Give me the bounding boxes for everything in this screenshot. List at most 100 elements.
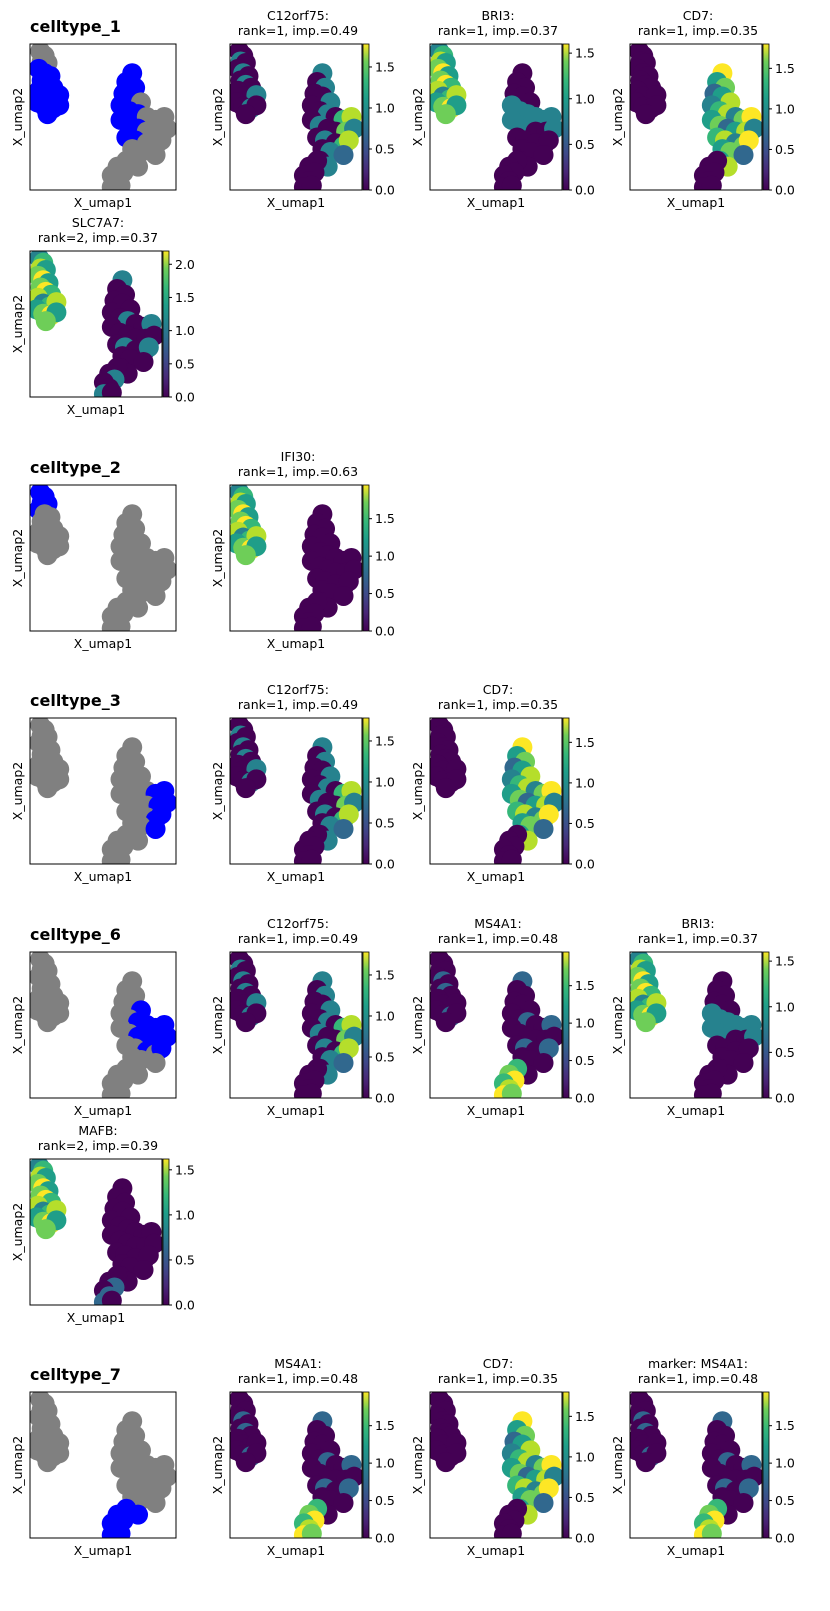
gene-panel: IFI30:rank=1, imp.=0.63 X_umap1 X_umap2 0.0… [210, 449, 395, 651]
y-axis-label: X_umap2 [610, 1436, 625, 1494]
data-point [37, 1012, 58, 1033]
panel-title-gene: CD7: [683, 8, 714, 23]
celltype-panel: celltype_6 X_umap1 X_umap2 [10, 925, 177, 1118]
x-axis-label: X_umap1 [667, 1543, 725, 1558]
panel-title-rank: rank=1, imp.=0.37 [438, 23, 558, 38]
panel-title-rank: rank=1, imp.=0.49 [238, 931, 358, 946]
colorbar-tick-label: 1.0 [375, 1456, 395, 1471]
plot-frame [629, 951, 763, 1099]
data-point [333, 1052, 354, 1073]
colorbar-tick-label: 0.0 [575, 183, 595, 198]
colorbar-tick-label: 1.5 [375, 733, 395, 748]
colorbar-tick-label: 1.0 [575, 1016, 595, 1031]
colorbar-tick-label: 1.5 [575, 46, 595, 61]
points-layer [30, 718, 176, 864]
data-point [37, 545, 58, 566]
panel-title-rank: rank=2, imp.=0.39 [38, 1138, 158, 1153]
x-axis-label: X_umap1 [467, 195, 525, 210]
data-point [235, 545, 256, 566]
data-point [101, 1290, 122, 1305]
data-point [701, 175, 722, 190]
colorbar-tick-label: 1.5 [175, 1162, 195, 1177]
data-point [35, 311, 56, 332]
data-point [301, 175, 322, 190]
colorbar-tick-label: 0.0 [375, 183, 395, 198]
plot-frame [229, 951, 363, 1099]
colorbar-tick-label: 1.0 [575, 1449, 595, 1464]
plot-frame [629, 43, 763, 191]
x-axis-label: X_umap1 [667, 195, 725, 210]
colorbar [562, 43, 570, 191]
panel-title-gene: MS4A1: [274, 1356, 321, 1371]
colorbar-tick-label: 0.5 [775, 1493, 795, 1508]
data-point [501, 849, 522, 864]
colorbar [762, 1391, 770, 1539]
data-point [145, 585, 166, 606]
panel-title: celltype_6 [30, 925, 121, 944]
data-point [37, 1452, 58, 1473]
data-point [301, 616, 322, 631]
colorbar [162, 1158, 170, 1306]
panel-title-gene: C12orf75: [267, 8, 329, 23]
colorbar-tick-label: 1.0 [375, 549, 395, 564]
data-point [333, 1492, 354, 1513]
data-point [435, 1452, 456, 1473]
y-axis-label: X_umap2 [210, 88, 225, 146]
celltype-panel: celltype_1 X_umap1 X_umap2 [10, 17, 177, 210]
y-axis-label: X_umap2 [410, 1436, 425, 1494]
panel-title-gene: BRI3: [681, 916, 714, 931]
plot-frame [629, 1391, 763, 1539]
data-point [533, 144, 554, 165]
gene-panel: CD7:rank=1, imp.=0.35 X_umap1 X_umap2 0.0 0.… [410, 1356, 595, 1558]
points-layer [430, 1392, 562, 1538]
colorbar-tick-label: 0.5 [575, 1490, 595, 1505]
data-point [733, 144, 754, 165]
panel-title-rank: rank=1, imp.=0.48 [438, 931, 558, 946]
y-axis-label: X_umap2 [10, 762, 25, 820]
x-axis-label: X_umap1 [74, 869, 132, 884]
colorbar-tick-label: 0.0 [775, 1531, 795, 1546]
plot-frame [29, 250, 163, 398]
data-point [235, 1012, 256, 1033]
colorbar [762, 951, 770, 1099]
x-axis-label: X_umap1 [67, 402, 125, 417]
celltype-panel: celltype_7 X_umap1 X_umap2 [10, 1365, 177, 1558]
data-point [37, 104, 58, 125]
y-axis-label: X_umap2 [410, 996, 425, 1054]
x-axis-label: X_umap1 [74, 1103, 132, 1118]
data-point [301, 849, 322, 864]
data-point [37, 778, 58, 799]
data-point [501, 1083, 522, 1098]
colorbar-tick-label: 0.5 [575, 816, 595, 831]
plot-frame [429, 1391, 563, 1539]
plot-frame [429, 717, 563, 865]
colorbar-tick-label: 1.0 [775, 1456, 795, 1471]
data-point [110, 1523, 131, 1538]
plot-frame [29, 717, 177, 865]
colorbar-tick-label: 0.5 [375, 586, 395, 601]
colorbar-tick-label: 0.0 [175, 390, 195, 405]
x-axis-label: X_umap1 [267, 1103, 325, 1118]
panel-title-gene: MAFB: [78, 1123, 117, 1138]
data-point [435, 778, 456, 799]
points-layer [30, 952, 176, 1098]
x-axis-label: X_umap1 [467, 869, 525, 884]
colorbar-tick-label: 0.0 [375, 1531, 395, 1546]
colorbar-tick-label: 1.5 [775, 1418, 795, 1433]
x-axis-label: X_umap1 [467, 1543, 525, 1558]
points-layer [430, 718, 562, 864]
data-point [145, 144, 166, 165]
x-axis-label: X_umap1 [267, 869, 325, 884]
colorbar-tick-label: 0.5 [175, 1252, 195, 1267]
plot-frame [29, 43, 177, 191]
y-axis-label: X_umap2 [10, 88, 25, 146]
panel-title-gene: MS4A1: [474, 916, 521, 931]
colorbar-tick-label: 0.5 [375, 1049, 395, 1064]
colorbar-tick-label: 1.0 [375, 100, 395, 115]
gene-panel: SLC7A7:rank=2, imp.=0.37 X_umap1 X_umap2 0.… [10, 215, 195, 417]
panel-title-rank: rank=1, imp.=0.49 [238, 697, 358, 712]
points-layer [630, 1392, 762, 1538]
x-axis-label: X_umap1 [467, 1103, 525, 1118]
colorbar-tick-label: 1.5 [375, 511, 395, 526]
data-point [733, 1492, 754, 1513]
